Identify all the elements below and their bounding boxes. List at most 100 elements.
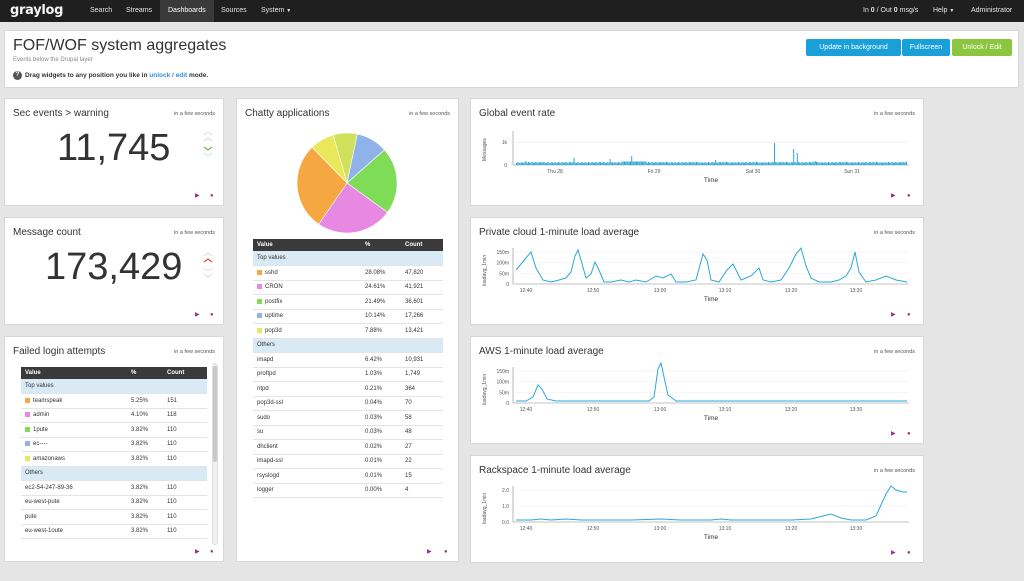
event-rate-bar (595, 161, 597, 165)
event-rate-bar (553, 162, 555, 165)
table-row[interactable]: admin 4.10% 118 (21, 408, 207, 423)
scrollbar[interactable] (212, 363, 218, 545)
event-rate-bar (726, 161, 727, 165)
table-row[interactable]: amazonaws 3.82% 110 (21, 451, 207, 467)
y-axis-label: loadavg_1min (482, 493, 488, 524)
x-tick: 13:20 (785, 526, 798, 532)
nav-sources[interactable]: Sources (221, 7, 247, 14)
row-count: 110 (163, 495, 207, 510)
drag-hint: ? Drag widgets to any position you like i… (13, 71, 208, 80)
info-icon[interactable]: ● (444, 549, 448, 555)
table-row[interactable]: eu-west-pute 3.82% 110 (21, 495, 207, 510)
event-rate-bar (884, 162, 886, 165)
widget-rackspace-load[interactable]: Rackspace 1-minute load average in a few… (470, 455, 924, 563)
fullscreen-button[interactable]: Fullscreen (902, 39, 950, 56)
nav-search[interactable]: Search (90, 7, 113, 14)
event-rate-bar (534, 162, 535, 165)
event-rate-bar (601, 162, 603, 165)
pie-slice-cron[interactable] (318, 182, 388, 234)
table-row[interactable]: logger 0.00% 4 (253, 483, 443, 498)
table-row[interactable]: eu-west-1oute 3.82% 110 (21, 524, 207, 539)
table-row[interactable]: 1pute 3.82% 110 (21, 422, 207, 438)
table-row[interactable]: ec---- 3.82% 110 (21, 437, 207, 452)
table-row[interactable]: imapd 6.42% 10,931 (253, 352, 443, 368)
table-row[interactable]: pute 3.82% 110 (21, 509, 207, 525)
nav-user[interactable]: Administrator ▼ (963, 0, 1024, 36)
column-header-count: Count (401, 239, 443, 251)
pie-slice-pop3d[interactable] (311, 134, 348, 184)
table-row[interactable]: imapd-ssl 0.01% 22 (253, 454, 443, 469)
y-tick: 2.0 (502, 488, 509, 494)
table-row[interactable]: rsyslogd 0.01% 15 (253, 468, 443, 484)
table-row[interactable]: postfix 21.49% 36,601 (253, 294, 443, 310)
table-row[interactable]: teamspeak 5.25% 151 (21, 393, 207, 409)
event-rate-bar (550, 162, 552, 165)
event-rate-bar (519, 162, 521, 165)
table-row[interactable]: dhclient 0.02% 27 (253, 439, 443, 455)
table-row[interactable]: uptime 10.14% 17,266 (253, 309, 443, 324)
throughput-indicator[interactable]: In 0 / Out 0 msg/s (855, 0, 926, 22)
table-row[interactable]: pop3d 7.88% 13,421 (253, 323, 443, 339)
event-rate-bar (843, 162, 845, 165)
event-rate-bar (696, 161, 697, 165)
event-rate-bar (864, 162, 865, 165)
table-row[interactable]: sshd 28.08% 47,820 (253, 265, 443, 281)
play-icon[interactable]: ▶ (427, 549, 432, 555)
row-value: imapd-ssl (253, 454, 361, 469)
event-rate-bar (868, 161, 870, 165)
table-row[interactable]: pop3d-ssl 0.04% 70 (253, 396, 443, 411)
widget-global-event-rate[interactable]: Global event rate in a few seconds Messa… (470, 98, 924, 206)
event-rate-bar (518, 162, 520, 165)
row-value: imapd (253, 352, 361, 368)
widget-chatty-applications[interactable]: Chatty applications in a few seconds Val… (236, 98, 459, 562)
event-rate-bar (906, 161, 907, 165)
table-row[interactable]: su 0.03% 48 (253, 425, 443, 440)
pie-slice-postfix[interactable] (346, 149, 398, 213)
nav-streams[interactable]: Streams (126, 7, 153, 14)
event-rate-bar (715, 160, 717, 165)
info-icon[interactable]: ● (210, 549, 214, 555)
event-rate-bar (580, 162, 582, 165)
play-icon[interactable]: ▶ (195, 193, 200, 199)
play-icon[interactable]: ▶ (891, 312, 896, 318)
table-row[interactable]: proftpd 1.03% 1,749 (253, 367, 443, 382)
unlock-edit-button[interactable]: Unlock / Edit (952, 39, 1012, 56)
pie-slice-sshd[interactable] (296, 146, 348, 225)
info-icon[interactable]: ● (907, 431, 911, 437)
info-icon[interactable]: ● (907, 312, 911, 318)
table-row[interactable]: CRON 24.61% 41,921 (253, 280, 443, 295)
graylog-logo[interactable]: graylog (10, 3, 64, 18)
event-rate-bar (690, 162, 691, 165)
table-row[interactable]: sudo 0.03% 58 (253, 410, 443, 426)
info-icon[interactable]: ● (907, 550, 911, 556)
event-rate-bar (867, 162, 869, 165)
play-icon[interactable]: ▶ (891, 550, 896, 556)
nav-dashboards[interactable]: Dashboards (160, 0, 214, 22)
update-in-background-button[interactable]: Update in background (806, 39, 901, 56)
widget-title: Sec events > warning (13, 108, 109, 119)
play-icon[interactable]: ▶ (891, 193, 896, 199)
table-row[interactable]: ntpd 0.21% 364 (253, 381, 443, 397)
play-icon[interactable]: ▶ (195, 312, 200, 318)
widget-message-count[interactable]: Message count in a few seconds 173,429 ▶… (4, 217, 224, 325)
info-icon[interactable]: ● (210, 193, 214, 199)
info-icon[interactable]: ● (907, 193, 911, 199)
row-percent: 0.21% (361, 381, 401, 397)
event-rate-bar (655, 161, 657, 165)
unlock-edit-link[interactable]: unlock / edit (149, 72, 188, 80)
nav-system[interactable]: System ▼ (253, 0, 299, 22)
nav-help[interactable]: Help ▼ (925, 0, 962, 22)
widget-aws-load[interactable]: AWS 1-minute load average in a few secon… (470, 336, 924, 444)
row-value: ntpd (253, 381, 361, 397)
event-rate-bar (751, 162, 753, 165)
play-icon[interactable]: ▶ (195, 549, 200, 555)
widget-private-cloud-load[interactable]: Private cloud 1-minute load average in a… (470, 217, 924, 325)
widget-sec-events[interactable]: Sec events > warning in a few seconds 11… (4, 98, 224, 206)
widget-failed-login[interactable]: Failed login attempts in a few seconds V… (4, 336, 224, 562)
info-icon[interactable]: ● (210, 312, 214, 318)
event-rate-bar (844, 162, 846, 165)
scrollbar-thumb[interactable] (213, 366, 217, 462)
event-rate-bar (565, 161, 567, 165)
table-row[interactable]: ec2-54-247-89-36 3.82% 110 (21, 480, 207, 496)
play-icon[interactable]: ▶ (891, 431, 896, 437)
